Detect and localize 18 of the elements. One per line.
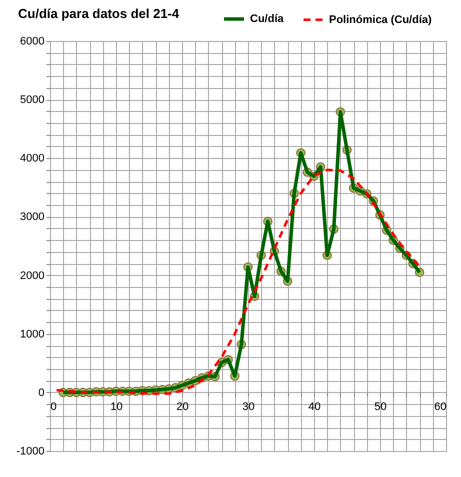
- y-tick-label: 3000: [20, 211, 44, 224]
- x-tick-label: 30: [242, 400, 255, 413]
- y-tick-label: 4000: [20, 152, 44, 165]
- x-tick-label: 10: [110, 400, 123, 413]
- x-tick-label: 20: [176, 400, 189, 413]
- x-tick-label: 0: [50, 400, 57, 413]
- y-tick-label: -1000: [16, 446, 44, 458]
- legend-label: Polinómica (Cu/día): [329, 14, 432, 26]
- y-tick-label: 6000: [20, 36, 44, 48]
- x-tick-label: 40: [308, 400, 321, 413]
- legend-label: Cu/día: [250, 13, 284, 25]
- x-tick-label: 50: [374, 400, 387, 413]
- y-tick-label: 5000: [20, 94, 44, 106]
- y-tick-label: 2000: [20, 270, 44, 282]
- chart-title: Cu/día para datos del 21-4: [18, 6, 180, 21]
- x-tick-label: 60: [434, 400, 446, 413]
- y-tick-label: 0: [38, 386, 44, 399]
- y-tick-label: 1000: [20, 328, 44, 340]
